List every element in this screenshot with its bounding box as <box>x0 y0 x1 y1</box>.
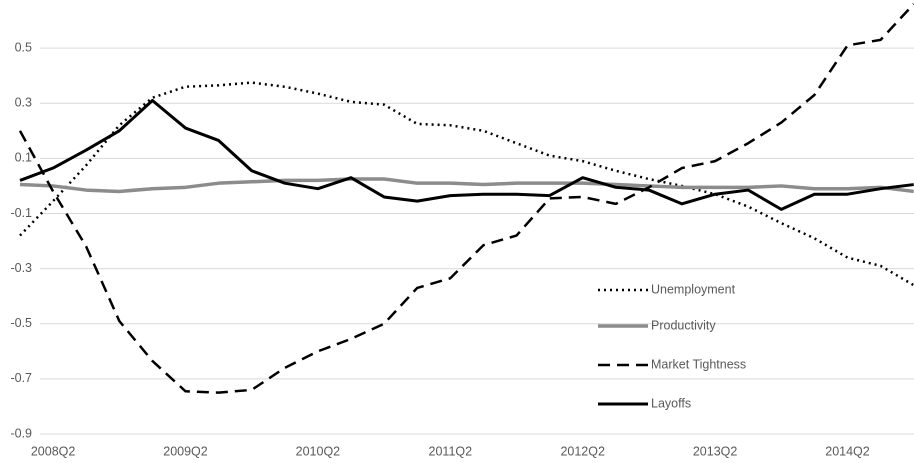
x-tick-label: 2011Q2 <box>429 444 473 458</box>
series-line <box>18 3 914 394</box>
y-tick-label: -0.7 <box>10 371 32 385</box>
y-tick-label: -0.1 <box>10 206 32 220</box>
y-tick-label: 0.5 <box>15 40 32 54</box>
x-tick-label: 2014Q2 <box>825 444 870 458</box>
legend-label: Unemployment <box>651 282 736 296</box>
series-line <box>19 98 914 211</box>
y-tick-label: 0.3 <box>15 96 32 110</box>
x-tick-label: 2013Q2 <box>693 444 738 458</box>
legend-label: Layoffs <box>651 396 691 410</box>
y-tick-label: -0.3 <box>10 261 32 275</box>
legend-label: Productivity <box>651 318 716 332</box>
y-tick-label: -0.5 <box>10 316 32 330</box>
x-tick-label: 2008Q2 <box>31 444 76 458</box>
legend-label: Market Tightness <box>651 357 746 371</box>
x-tick-label: 2012Q2 <box>560 444 605 458</box>
y-tick-label: -0.9 <box>10 426 32 440</box>
y-tick-label: 0.1 <box>15 151 32 165</box>
series-line <box>19 177 914 194</box>
x-tick-label: 2010Q2 <box>296 444 341 458</box>
x-tick-label: 2009Q2 <box>163 444 208 458</box>
